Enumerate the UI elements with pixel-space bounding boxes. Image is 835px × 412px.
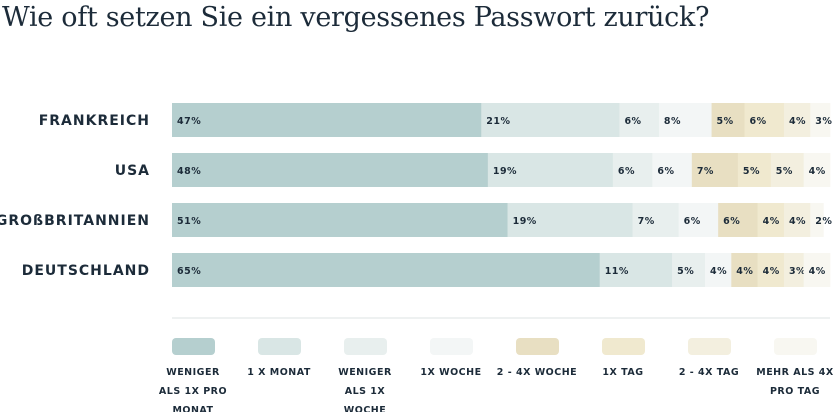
- legend-label: WOCHE: [344, 405, 386, 412]
- data-label: 4%: [809, 166, 826, 177]
- legend-swatch: [774, 338, 817, 355]
- bar-segment: [481, 103, 620, 137]
- bar-segment: [783, 203, 811, 237]
- bar-segment: [810, 103, 831, 137]
- data-label: 4%: [736, 266, 753, 277]
- data-label: 6%: [684, 216, 701, 227]
- legend-label: PRO TAG: [770, 386, 820, 397]
- data-label: 19%: [513, 216, 537, 227]
- bar-segment: [632, 203, 679, 237]
- bar-segment: [711, 103, 745, 137]
- bar-segment: [612, 153, 653, 187]
- legend-swatch: [344, 338, 387, 355]
- bar-segment: [770, 153, 804, 187]
- legend-swatch: [602, 338, 645, 355]
- data-label: 6%: [624, 116, 641, 127]
- data-label: 7%: [697, 166, 714, 177]
- data-label: 2%: [815, 216, 832, 227]
- data-label: 11%: [605, 266, 629, 277]
- data-label: 48%: [177, 166, 201, 177]
- bar-segment: [658, 103, 712, 137]
- data-label: 5%: [717, 116, 734, 127]
- bar-segment: [704, 253, 732, 287]
- data-label: 8%: [664, 116, 681, 127]
- bar-segment: [172, 153, 489, 187]
- bar-segment: [731, 253, 758, 287]
- legend-label: MONAT: [172, 405, 213, 412]
- data-label: 51%: [177, 216, 201, 227]
- data-label: 6%: [723, 216, 740, 227]
- bar-segment: [672, 253, 706, 287]
- data-label: 4%: [710, 266, 727, 277]
- bar-segment: [507, 203, 633, 237]
- data-label: 6%: [618, 166, 635, 177]
- legend-label: WENIGER: [338, 367, 392, 378]
- data-label: 4%: [789, 116, 806, 127]
- data-label: 47%: [177, 116, 201, 127]
- legend-label: MEHR ALS 4X: [756, 367, 834, 378]
- legend-label: 1X TAG: [602, 367, 643, 378]
- category-label: FRANKREICH: [39, 113, 150, 129]
- bar-segment: [619, 103, 660, 137]
- bar-segment: [172, 103, 482, 137]
- bar-segment: [757, 253, 785, 287]
- category-label: DEUTSCHLAND: [22, 263, 150, 279]
- category-label: USA: [115, 163, 150, 179]
- category-label: GROßBRITANNIEN: [0, 213, 150, 229]
- legend-label: ALS 1X: [345, 386, 386, 397]
- legend-label: WENIGER: [166, 367, 220, 378]
- bar-segment: [652, 153, 693, 187]
- data-label: 6%: [657, 166, 674, 177]
- bar-segment: [487, 153, 614, 187]
- data-label: 5%: [776, 166, 793, 177]
- data-label: 6%: [749, 116, 766, 127]
- bar-segment: [718, 203, 758, 237]
- legend-swatch: [688, 338, 731, 355]
- data-label: 4%: [763, 216, 780, 227]
- legend-label: 1X WOCHE: [420, 367, 481, 378]
- legend-label: 1 X MONAT: [247, 367, 311, 378]
- data-label: 19%: [493, 166, 517, 177]
- data-label: 65%: [177, 266, 201, 277]
- legend-swatch: [430, 338, 473, 355]
- data-label: 3%: [815, 116, 832, 127]
- bar-segment: [757, 203, 785, 237]
- bar-segment: [803, 153, 831, 187]
- bar-segment: [744, 103, 785, 137]
- data-label: 4%: [809, 266, 826, 277]
- bar-segment: [810, 203, 824, 237]
- legend-swatch: [516, 338, 559, 355]
- bar-segment: [737, 153, 772, 187]
- data-label: 3%: [789, 266, 806, 277]
- legend-label: 2 - 4X TAG: [679, 367, 739, 378]
- bar-segment: [599, 253, 673, 287]
- data-label: 7%: [638, 216, 655, 227]
- data-label: 4%: [763, 266, 780, 277]
- data-label: 21%: [486, 116, 510, 127]
- legend-swatch: [172, 338, 215, 355]
- legend-label: 2 - 4X WOCHE: [497, 367, 577, 378]
- data-label: 5%: [677, 266, 694, 277]
- bar-segment: [783, 103, 811, 137]
- bar-segment: [678, 203, 719, 237]
- bar-segment: [691, 153, 739, 187]
- chart-title: Wie oft setzen Sie ein vergessenes Passw…: [2, 2, 710, 33]
- data-label: 5%: [743, 166, 760, 177]
- legend-label: ALS 1X PRO: [159, 386, 227, 397]
- data-label: 4%: [789, 216, 806, 227]
- bar-segment: [783, 253, 804, 287]
- legend-swatch: [258, 338, 301, 355]
- bar-segment: [803, 253, 831, 287]
- bar-segment: [172, 203, 508, 237]
- bar-segment: [172, 253, 600, 287]
